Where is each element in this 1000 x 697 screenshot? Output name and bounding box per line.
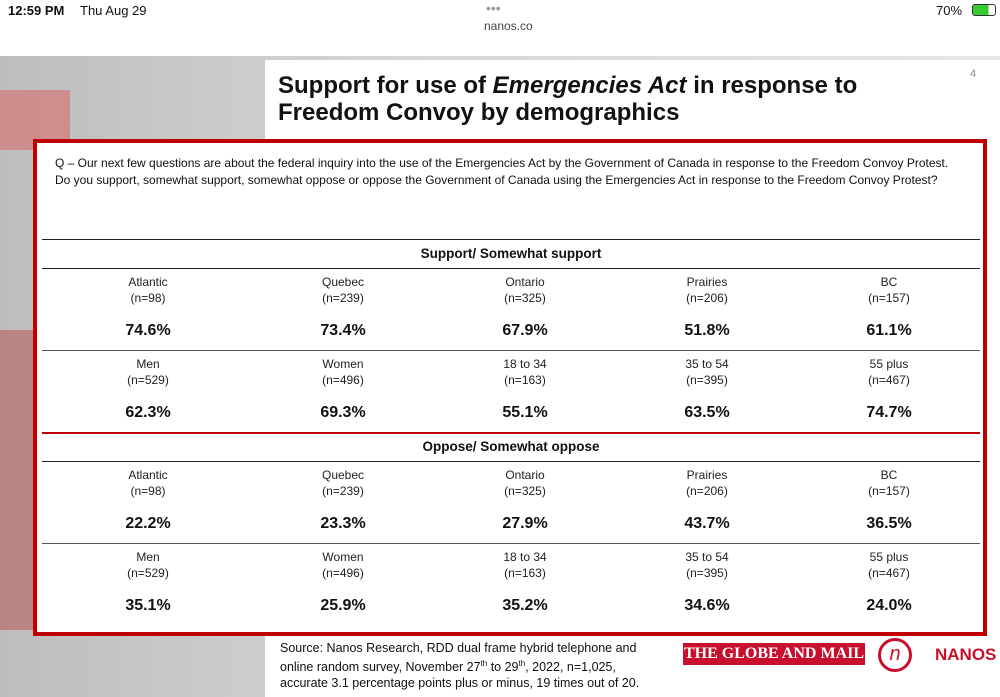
- percent: 62.3%: [125, 404, 171, 421]
- title-text: in response to Freedom Convoy by demogra…: [278, 72, 858, 126]
- rule: [42, 461, 980, 462]
- rule: [42, 350, 980, 351]
- percent: 36.5%: [866, 515, 912, 532]
- sample-size: (n=157): [868, 291, 910, 305]
- date: Thu Aug 29: [80, 3, 147, 18]
- percent: 35.2%: [502, 597, 548, 614]
- dots: •••: [486, 0, 501, 16]
- group-label: Quebec: [321, 275, 365, 289]
- group-label: 55 plus: [869, 550, 909, 564]
- source-text: Source: Nanos Research, RDD dual frame h…: [280, 641, 637, 675]
- rule: [42, 239, 980, 240]
- superscript: th: [480, 659, 488, 668]
- source-text: to 29: [487, 660, 519, 675]
- group-label: Men: [136, 550, 160, 564]
- percent: 55.1%: [502, 404, 548, 421]
- rule: [42, 268, 980, 269]
- percent: 63.5%: [684, 404, 730, 421]
- sample-size: (n=206): [686, 484, 728, 498]
- group-label: 35 to 54: [685, 550, 729, 564]
- rule: [42, 543, 980, 544]
- percent: 69.3%: [320, 404, 366, 421]
- superscript: th: [518, 659, 526, 668]
- group-label: Atlantic: [128, 468, 168, 482]
- group-label: 55 plus: [869, 357, 909, 371]
- sample-size: (n=98): [130, 291, 166, 305]
- group-label: 18 to 34: [503, 357, 547, 371]
- group-label: Prairies: [686, 275, 728, 289]
- time: 12:59 PM: [8, 3, 65, 18]
- group-label: Ontario: [505, 275, 545, 289]
- group-label: Quebec: [321, 468, 365, 482]
- sample-size: (n=325): [504, 484, 546, 498]
- sample-size: (n=163): [504, 566, 546, 580]
- sample-size: (n=395): [686, 373, 728, 387]
- group-label: BC: [880, 468, 898, 482]
- rule: [42, 432, 980, 434]
- percent: 51.8%: [684, 322, 730, 339]
- group-label: Atlantic: [128, 275, 168, 289]
- percent: 43.7%: [684, 515, 730, 532]
- sample-size: (n=529): [127, 373, 169, 387]
- group-label: Prairies: [686, 468, 728, 482]
- question: Q – Our next few questions are about the…: [55, 156, 949, 187]
- group-label: BC: [880, 275, 898, 289]
- table-frame: [33, 139, 987, 636]
- group-label: 18 to 34: [503, 550, 547, 564]
- section-heading: Oppose/ Somewhat oppose: [422, 439, 600, 454]
- sample-size: (n=163): [504, 373, 546, 387]
- percent: 27.9%: [502, 515, 548, 532]
- sample-size: (n=529): [127, 566, 169, 580]
- percent: 73.4%: [320, 322, 366, 339]
- slide-title: Support for use of Emergencies Act in re…: [278, 72, 928, 126]
- group-label: Women: [322, 550, 364, 564]
- group-label: Women: [322, 357, 364, 371]
- battery-icon: [972, 4, 996, 16]
- group-label: Ontario: [505, 468, 545, 482]
- sample-size: (n=157): [868, 484, 910, 498]
- sample-size: (n=206): [686, 291, 728, 305]
- percent: 67.9%: [502, 322, 548, 339]
- percent: 22.2%: [125, 515, 171, 532]
- sample-size: (n=467): [868, 566, 910, 580]
- section-heading: Support/ Somewhat support: [420, 246, 602, 261]
- percent: 23.3%: [320, 515, 366, 532]
- percent: 61.1%: [866, 322, 912, 339]
- title-italic: Emergencies Act: [492, 72, 687, 99]
- title-text: Support for use of: [278, 72, 493, 99]
- sample-size: (n=467): [868, 373, 910, 387]
- sample-size: (n=496): [322, 373, 364, 387]
- group-label: 35 to 54: [685, 357, 729, 371]
- sample-size: (n=325): [504, 291, 546, 305]
- group-label: Men: [136, 357, 160, 371]
- nanos-logo: NANOS: [935, 645, 997, 664]
- page-number: 4: [970, 68, 977, 80]
- sample-size: (n=239): [322, 484, 364, 498]
- percent: 74.7%: [866, 404, 912, 421]
- battery: 70%: [936, 3, 963, 18]
- status-bar: 12:59 PM Thu Aug 29 ••• nanos.co 70%: [0, 0, 1000, 38]
- sample-size: (n=239): [322, 291, 364, 305]
- source-text: , 2022, n=1,025, accurate 3.1 percentage…: [280, 660, 640, 691]
- percent: 25.9%: [320, 597, 366, 614]
- percent: 35.1%: [125, 597, 171, 614]
- nanos-icon: n: [878, 638, 912, 672]
- percent: 24.0%: [866, 597, 912, 614]
- globe-logo: THE GLOBE AND MAIL: [683, 643, 865, 665]
- percent: 34.6%: [684, 597, 730, 614]
- percent: 74.6%: [125, 322, 171, 339]
- sample-size: (n=496): [322, 566, 364, 580]
- sample-size: (n=395): [686, 566, 728, 580]
- url[interactable]: nanos.co: [484, 19, 533, 33]
- sample-size: (n=98): [130, 484, 166, 498]
- source-note: Source: Nanos Research, RDD dual frame h…: [280, 640, 650, 691]
